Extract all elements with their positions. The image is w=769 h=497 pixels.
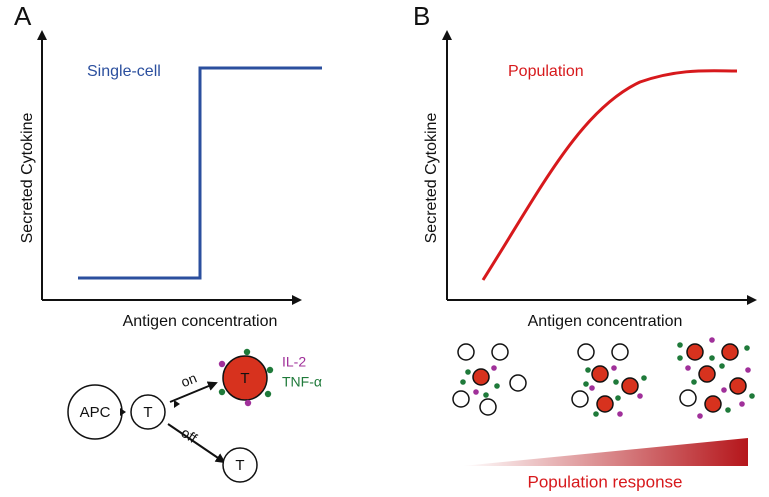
population-curve [481, 69, 738, 281]
cytokine-dot [615, 395, 621, 401]
cytokine-dot [243, 348, 251, 356]
cytokine-dot [218, 360, 226, 368]
cytokine-dot [725, 407, 731, 413]
cytokine-dot [749, 393, 755, 399]
resting-cell [452, 390, 470, 408]
activated-cell [621, 377, 639, 395]
cytokine-dot [617, 411, 623, 417]
cytokine-dot [589, 385, 595, 391]
schematic-b [452, 337, 755, 419]
cytokine-dot [691, 379, 697, 385]
on-label: on [179, 370, 199, 391]
cytokine-dot [244, 399, 252, 407]
resting-cell [679, 389, 697, 407]
y-axis-label: Secreted Cytokine [423, 113, 440, 244]
activated-cell [729, 377, 747, 395]
curve-label: Population [508, 63, 584, 80]
cytokine-dot [585, 367, 591, 373]
resting-cell [491, 343, 509, 361]
panel-label: A [14, 1, 32, 31]
resting-cell [509, 374, 527, 392]
cytokine-dot [494, 383, 500, 389]
cytokine-dot [266, 366, 274, 374]
synapse [120, 400, 180, 416]
cytokine-dot [709, 337, 715, 343]
activated-cell [698, 365, 716, 383]
cytokine-dot [611, 365, 617, 371]
activated-label: T [240, 370, 249, 387]
activated-cell [472, 368, 490, 386]
apc-label: APC [80, 404, 111, 421]
cytokine-dot [697, 413, 703, 419]
activated-cell [591, 365, 609, 383]
x-axis-label: Antigen concentration [528, 313, 683, 330]
cytokine-dot [719, 363, 725, 369]
resting-label: T [235, 457, 244, 474]
cytokine-dot [583, 381, 589, 387]
activated-cell [596, 395, 614, 413]
off-label: off [178, 424, 200, 446]
cytokine-dot [677, 342, 683, 348]
cytokine-dot [677, 355, 683, 361]
cytokine-dot [264, 390, 272, 398]
activated-cell [686, 343, 704, 361]
cytokine-dot [491, 365, 497, 371]
cytokine-dot [745, 367, 751, 373]
cytokine-dot [641, 375, 647, 381]
gradient-label: Population response [527, 472, 682, 491]
resting-cell [457, 343, 475, 361]
cytokine-dot [460, 379, 466, 385]
cytokine-dot [218, 388, 226, 396]
cytokine-dot [721, 387, 727, 393]
resting-t-cell [222, 447, 258, 483]
cytokine-dot [637, 393, 643, 399]
activated-cell [704, 395, 722, 413]
il2-label: IL-2 [282, 354, 306, 370]
tnf-label: TNF-α [282, 374, 322, 390]
resting-cell [577, 343, 595, 361]
activated-t-cell [222, 355, 268, 401]
schematic-a: APC T on off T T IL-2 TNF-α [67, 348, 322, 483]
cytokine-dot [613, 379, 619, 385]
y-axis-label: Secreted Cytokine [19, 113, 36, 244]
off-arrow [167, 423, 226, 464]
panel-label: B [413, 1, 430, 31]
resting-cell [479, 398, 497, 416]
resting-cell [611, 343, 629, 361]
cytokine-dot [593, 411, 599, 417]
t-label: T [143, 404, 152, 421]
cytokine-dot [685, 365, 691, 371]
single-cell-curve [78, 66, 322, 280]
cytokine-dot [473, 389, 479, 395]
cytokine-dot [483, 392, 489, 398]
cytokine-dot [739, 401, 745, 407]
x-axis-label: Antigen concentration [123, 313, 278, 330]
t-cell [130, 394, 166, 430]
cytokine-dot [709, 355, 715, 361]
cytokine-dot [465, 369, 471, 375]
resting-cell [571, 390, 589, 408]
on-arrow [169, 381, 218, 403]
curve-label: Single-cell [87, 63, 161, 80]
response-gradient [462, 438, 748, 466]
activated-cell [721, 343, 739, 361]
cytokine-dot [744, 345, 750, 351]
